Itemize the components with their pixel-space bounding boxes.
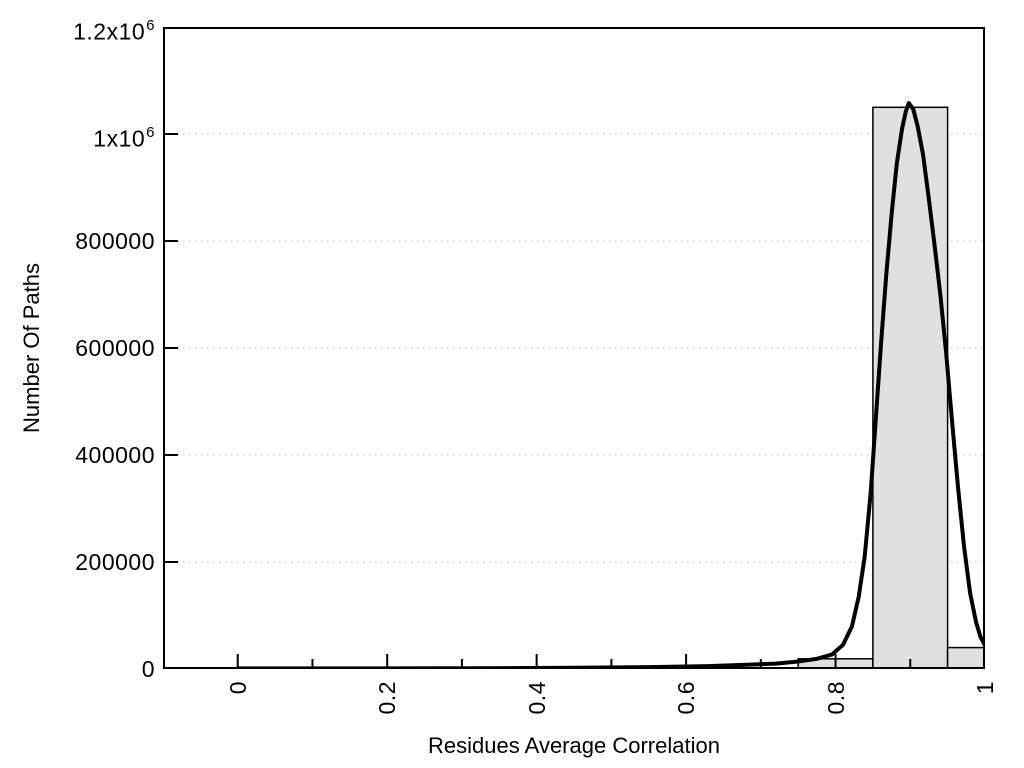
y-tick-label: 1x106	[93, 124, 155, 152]
y-tick-label: 1.2x106	[73, 17, 155, 45]
y-tick-label: 200000	[75, 549, 155, 575]
y-tick-label: 0	[141, 656, 155, 682]
fit-curve	[235, 101, 985, 669]
x-axis-title: Residues Average Correlation	[428, 733, 720, 758]
y-tick-label: 800000	[75, 228, 155, 254]
plot-area	[163, 27, 985, 669]
y-tick-label: 600000	[75, 335, 155, 361]
y-tick-label: 400000	[75, 442, 155, 468]
histogram-bar	[872, 106, 949, 669]
histogram-bar	[946, 646, 985, 669]
plot-border	[163, 27, 985, 669]
